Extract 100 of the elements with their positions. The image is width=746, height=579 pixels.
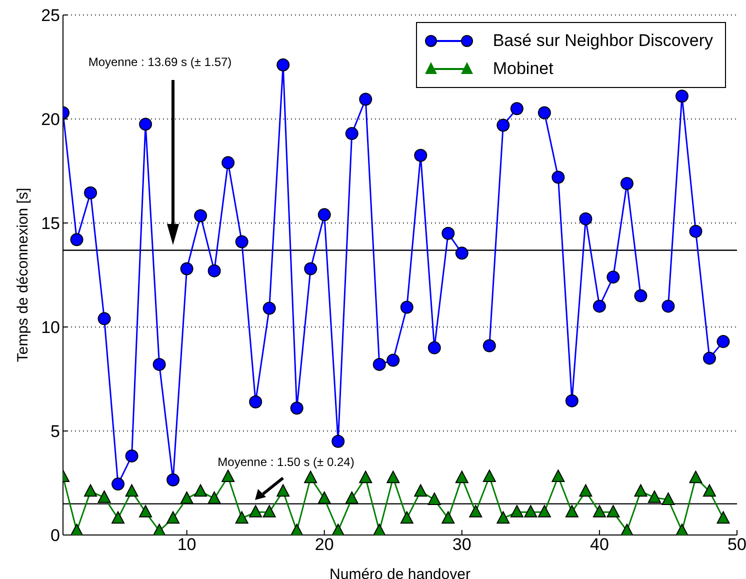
point: [496, 118, 510, 132]
x-tick-label: 10: [177, 535, 196, 554]
point: [400, 511, 414, 524]
point: [400, 300, 414, 314]
point: [345, 127, 358, 140]
point: [455, 470, 468, 484]
point: [276, 58, 290, 72]
point: [345, 492, 358, 504]
point: [524, 505, 538, 518]
point: [84, 484, 98, 497]
point: [482, 470, 496, 482]
point: [716, 511, 730, 524]
y-tick-label: 10: [41, 318, 60, 338]
y-tick-label: 5: [50, 422, 60, 442]
point: [180, 262, 194, 276]
point: [455, 246, 468, 260]
point: [386, 354, 400, 367]
point: [125, 449, 138, 462]
point: [538, 106, 551, 120]
point: [332, 524, 345, 535]
point: [249, 505, 262, 518]
point: [482, 339, 496, 352]
point: [552, 170, 565, 184]
y-tick-label: 20: [41, 110, 60, 130]
point: [359, 470, 372, 484]
point: [152, 358, 166, 371]
point: [510, 102, 524, 116]
point: [702, 484, 716, 497]
legend-label: Basé sur Neighbor Discovery: [492, 31, 713, 51]
point: [235, 235, 248, 248]
point: [634, 289, 648, 302]
x-tick-label: 50: [728, 535, 746, 554]
point: [592, 300, 606, 313]
point: [372, 358, 386, 371]
point: [318, 492, 331, 504]
point: [304, 470, 318, 484]
point: [689, 224, 702, 238]
point: [98, 312, 111, 326]
y-tick-label: 0: [50, 526, 60, 546]
point: [579, 212, 592, 226]
point: [332, 434, 345, 448]
x-axis-title: Numéro de handover: [330, 566, 470, 579]
point: [538, 505, 551, 518]
point: [428, 492, 441, 505]
point: [442, 511, 455, 524]
point: [208, 492, 221, 504]
point: [620, 176, 634, 190]
point: [606, 505, 620, 518]
point: [262, 302, 276, 315]
point: [579, 484, 592, 497]
point: [689, 470, 702, 484]
point: [359, 92, 372, 106]
point: [139, 118, 152, 131]
legend-label: Mobinet: [492, 59, 554, 79]
point: [139, 505, 152, 518]
point: [386, 470, 400, 484]
point: [290, 402, 304, 415]
point: [222, 470, 235, 482]
point: [152, 524, 166, 535]
point: [194, 484, 208, 497]
point: [166, 473, 180, 486]
point: [249, 395, 262, 408]
y-tick-label: 25: [41, 6, 60, 26]
point: [414, 484, 428, 497]
x-tick-label: 30: [452, 535, 472, 554]
point: [552, 470, 565, 482]
annotation: Moyenne : 13.69 s (± 1.57): [88, 55, 232, 69]
point: [194, 209, 208, 222]
x-tick-label: 40: [590, 535, 609, 554]
point: [648, 490, 661, 503]
point: [620, 524, 634, 535]
point: [98, 490, 111, 503]
point: [180, 492, 194, 504]
x-tick-label: 20: [314, 535, 334, 554]
point: [235, 511, 248, 524]
annotation: Moyenne : 1.50 s (± 0.24): [218, 455, 354, 469]
point: [675, 524, 688, 535]
point: [702, 352, 716, 365]
point: [166, 511, 180, 524]
y-tick-label: 15: [41, 214, 60, 234]
point: [125, 484, 138, 497]
point: [716, 335, 730, 348]
point: [70, 233, 84, 246]
point: [262, 505, 276, 518]
point: [634, 484, 648, 497]
y-axis-title: Temps de déconnexion [s]: [14, 188, 32, 362]
point: [112, 511, 125, 524]
point: [496, 511, 510, 524]
point: [70, 524, 84, 535]
point: [662, 300, 675, 313]
point: [112, 478, 125, 491]
point: [442, 226, 455, 240]
point: [565, 394, 578, 408]
point: [428, 341, 441, 354]
point: [606, 270, 620, 284]
point: [84, 186, 98, 200]
point: [222, 156, 235, 170]
point: [318, 208, 331, 222]
point: [208, 264, 221, 278]
point: [276, 484, 290, 497]
